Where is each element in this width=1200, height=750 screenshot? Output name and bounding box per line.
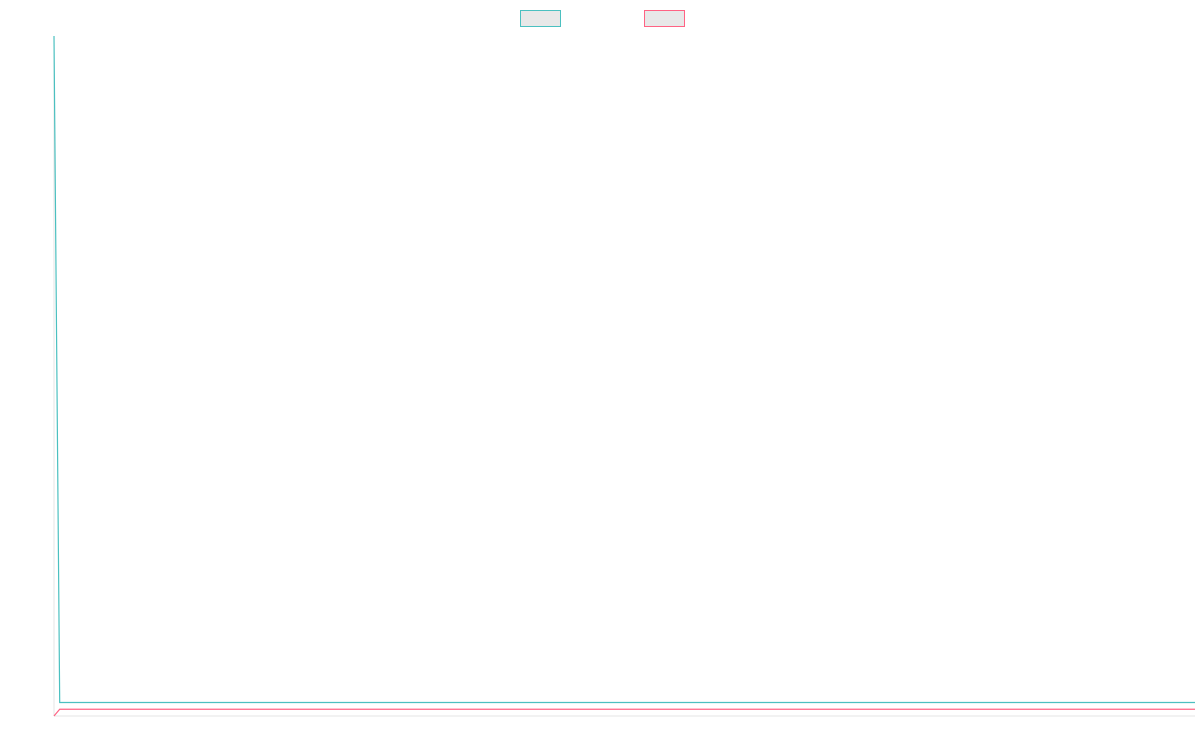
legend-item-1 (520, 10, 561, 27)
legend-item-2 (644, 10, 685, 27)
legend-swatch (644, 10, 685, 27)
axes (53, 36, 1195, 717)
legend (520, 10, 685, 27)
series-group (53, 35, 1195, 717)
series-line-2 (53, 708, 1195, 717)
series-line-1 (53, 35, 1195, 704)
legend-swatch (520, 10, 561, 27)
